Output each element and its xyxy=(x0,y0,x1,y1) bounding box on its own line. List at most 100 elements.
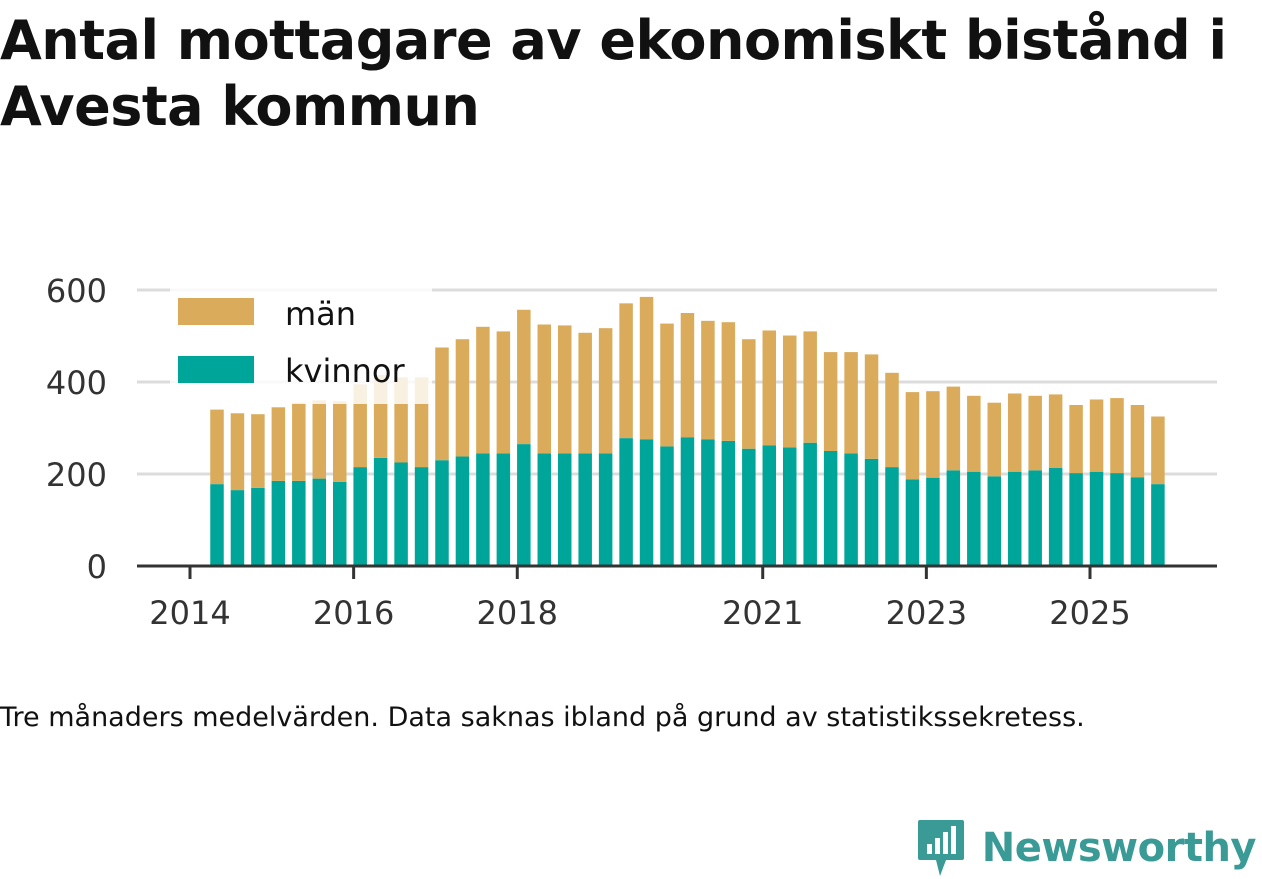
bar-man-2025-Q2 xyxy=(1110,398,1124,474)
bar-kvinnor-2016-Q4 xyxy=(414,467,429,566)
bar-kvinnor-2021-Q1 xyxy=(762,445,777,566)
x-tick-label-2016: 2016 xyxy=(313,594,394,632)
bar-kvinnor-2025-Q1 xyxy=(1089,471,1104,566)
x-tick-label-2018: 2018 xyxy=(477,594,558,632)
y-tick-label-400: 400 xyxy=(46,364,107,402)
x-tick-label-2014: 2014 xyxy=(149,594,230,632)
bar-man-2017-Q3 xyxy=(476,326,490,454)
bar-kvinnor-2022-Q3 xyxy=(885,467,899,566)
bar-man-2023-Q1 xyxy=(926,391,940,478)
bar-kvinnor-2025-Q2 xyxy=(1110,473,1124,566)
bar-kvinnor-2020-Q2 xyxy=(701,439,715,566)
bar-kvinnor-2025-Q4 xyxy=(1151,484,1165,566)
bar-kvinnor-2018-Q2 xyxy=(537,453,552,566)
bar-kvinnor-2017-Q1 xyxy=(435,460,449,566)
bar-kvinnor-2019-Q4 xyxy=(660,446,674,566)
bar-man-2019-Q1 xyxy=(598,328,613,454)
bar-man-2021-Q2 xyxy=(782,335,797,448)
bar-kvinnor-2024-Q4 xyxy=(1069,473,1083,566)
legend-label-kvinnor: kvinnor xyxy=(285,352,406,390)
bar-man-2025-Q3 xyxy=(1130,405,1145,478)
bar-man-2025-Q1 xyxy=(1089,399,1104,472)
bar-kvinnor-2024-Q3 xyxy=(1048,468,1063,566)
bar-kvinnor-2018-Q1 xyxy=(517,444,531,566)
bar-man-2021-Q4 xyxy=(823,352,838,451)
legend-swatch-man xyxy=(178,298,254,325)
bar-man-2019-Q4 xyxy=(660,323,674,447)
bar-man-2022-Q4 xyxy=(905,392,920,480)
x-tick-label-2021: 2021 xyxy=(722,594,803,632)
bar-man-2021-Q3 xyxy=(803,331,817,443)
bar-man-2024-Q1 xyxy=(1007,393,1022,472)
bar-man-2017-Q4 xyxy=(496,331,511,454)
bar-man-2018-Q3 xyxy=(557,325,572,454)
chart-title: Antal mottagare av ekonomiskt bistånd i … xyxy=(0,9,1227,138)
bar-kvinnor-2019-Q2 xyxy=(619,438,633,566)
bar-man-2022-Q2 xyxy=(864,354,879,459)
bar-man-2020-Q3 xyxy=(721,322,736,441)
bar-man-2018-Q1 xyxy=(517,309,531,445)
bar-kvinnor-2015-Q1 xyxy=(271,480,286,566)
y-tick-label-600: 600 xyxy=(46,272,107,310)
bar-kvinnor-2018-Q3 xyxy=(557,453,572,566)
bar-kvinnor-2015-Q4 xyxy=(332,481,347,566)
bar-man-2020-Q2 xyxy=(701,320,715,440)
bar-man-2023-Q2 xyxy=(946,386,961,471)
bar-kvinnor-2020-Q3 xyxy=(721,440,736,566)
bar-kvinnor-2021-Q3 xyxy=(803,442,817,566)
bar-man-2019-Q2 xyxy=(619,303,633,439)
bar-man-2023-Q4 xyxy=(987,402,1002,477)
bar-man-2014-Q4 xyxy=(251,414,265,488)
bar-man-2016-Q1 xyxy=(353,384,367,468)
footnote: Tre månaders medelvärden. Data saknas ib… xyxy=(0,702,1085,733)
bar-kvinnor-2021-Q2 xyxy=(782,447,797,566)
legend: män kvinnor xyxy=(170,288,432,404)
bar-kvinnor-2021-Q4 xyxy=(823,451,838,566)
brand-name: Newsworthy xyxy=(981,825,1257,871)
newsworthy-logo-icon xyxy=(917,820,964,876)
bar-man-2018-Q2 xyxy=(537,324,552,454)
axes: 0 200 400 600 2014 2016 2018 2021 2023 2025 xyxy=(46,272,1217,632)
bar-kvinnor-2022-Q1 xyxy=(844,453,858,566)
bar-man-2022-Q3 xyxy=(885,372,899,468)
bar-man-2024-Q3 xyxy=(1048,394,1063,469)
bar-man-2023-Q3 xyxy=(967,395,981,472)
bar-kvinnor-2025-Q3 xyxy=(1130,477,1145,566)
legend-label-man: män xyxy=(285,295,356,333)
y-tick-label-200: 200 xyxy=(46,456,107,494)
bar-man-2021-Q1 xyxy=(762,330,777,446)
bar-man-2025-Q4 xyxy=(1151,416,1165,485)
bar-man-2014-Q3 xyxy=(230,413,245,491)
bar-man-2018-Q4 xyxy=(578,332,592,454)
bar-kvinnor-2018-Q4 xyxy=(578,453,592,566)
bar-man-2022-Q1 xyxy=(844,352,858,454)
bar-man-2017-Q1 xyxy=(435,347,449,461)
bar-man-2015-Q2 xyxy=(292,402,306,481)
bar-kvinnor-2023-Q2 xyxy=(946,470,961,566)
bar-kvinnor-2023-Q3 xyxy=(967,471,981,566)
bar-man-2014-Q2 xyxy=(210,409,224,485)
bar-kvinnor-2017-Q3 xyxy=(476,453,490,566)
bar-man-2024-Q2 xyxy=(1028,395,1042,471)
bar-man-2020-Q4 xyxy=(742,339,756,449)
bar-kvinnor-2016-Q2 xyxy=(373,457,388,566)
bar-kvinnor-2016-Q3 xyxy=(394,462,408,566)
bar-kvinnor-2020-Q4 xyxy=(742,448,756,566)
x-tick-label-2023: 2023 xyxy=(886,594,967,632)
bar-kvinnor-2023-Q4 xyxy=(987,476,1002,566)
bar-man-2015-Q1 xyxy=(271,407,286,481)
x-tick-label-2025: 2025 xyxy=(1049,594,1130,632)
bar-man-2017-Q2 xyxy=(455,339,470,457)
bar-kvinnor-2023-Q1 xyxy=(926,477,940,566)
bar-kvinnor-2014-Q2 xyxy=(210,484,224,566)
bar-kvinnor-2014-Q3 xyxy=(230,490,245,566)
bar-kvinnor-2016-Q1 xyxy=(353,467,367,566)
bar-kvinnor-2015-Q3 xyxy=(312,478,327,566)
brand-logo: Newsworthy xyxy=(916,818,1257,878)
bar-man-2015-Q3 xyxy=(312,400,327,479)
bar-kvinnor-2019-Q1 xyxy=(598,453,613,566)
bar-kvinnor-2024-Q2 xyxy=(1028,470,1042,566)
bar-kvinnor-2022-Q4 xyxy=(905,479,920,566)
bar-man-2019-Q3 xyxy=(639,296,654,440)
bar-kvinnor-2024-Q1 xyxy=(1007,471,1022,566)
